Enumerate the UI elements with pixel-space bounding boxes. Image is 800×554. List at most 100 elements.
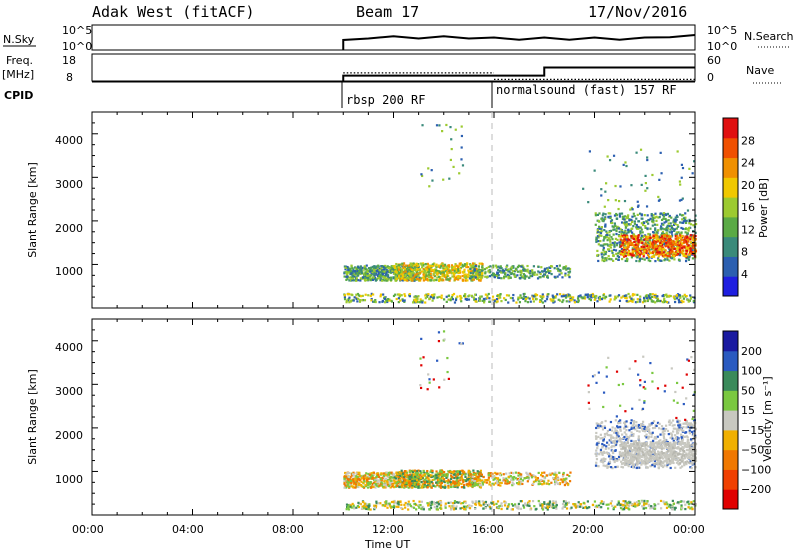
- power-echo-cell: [663, 232, 666, 236]
- velocity-echo-cell: [354, 477, 357, 480]
- velocity-echo-cell: [481, 500, 484, 503]
- power-echo-cell: [598, 234, 601, 237]
- power-echo-cell: [353, 273, 357, 276]
- power-echo-cell: [370, 269, 374, 272]
- power-echo-cell: [489, 265, 492, 268]
- power-echo-cell: [673, 223, 676, 227]
- velocity-echo-cell: [599, 451, 602, 454]
- power-echo-cell: [538, 271, 541, 274]
- power-echo-cell: [467, 269, 470, 272]
- velocity-echo-cell: [500, 502, 503, 505]
- power-echo-cell: [386, 273, 389, 276]
- power-echo-cell: [624, 215, 627, 218]
- velocity-echo-cell: [498, 478, 501, 481]
- velocity-echo-cell: [450, 501, 453, 504]
- velocity-echo-cell: [579, 503, 583, 506]
- velocity-echo-cell: [344, 484, 347, 487]
- velocity-echo-cell: [347, 475, 351, 479]
- velocity-echo-cell: [638, 440, 641, 443]
- power-echo-cell: [357, 266, 360, 269]
- power-echo-cell: [430, 293, 434, 297]
- power-echo-cell: [684, 216, 687, 219]
- power-echo-cell: [649, 246, 652, 249]
- velocity-echo-cell: [411, 484, 414, 488]
- power-echo-cell: [369, 270, 372, 273]
- power-echo-cell: [664, 234, 667, 237]
- power-echo-cell: [379, 295, 382, 298]
- power-echo-cell: [657, 199, 661, 202]
- power-echo-cell: [621, 257, 624, 261]
- power-echo-cell: [657, 195, 660, 199]
- velocity-echo-cell: [476, 478, 480, 481]
- power-echo-cell: [478, 273, 481, 276]
- power-echo-cell: [568, 271, 571, 274]
- power-echo-cell: [638, 255, 641, 258]
- power-echo-cell: [659, 151, 662, 154]
- velocity-echo-cell: [492, 503, 496, 506]
- power-echo-cell: [604, 216, 607, 219]
- power-echo-cell: [451, 294, 454, 297]
- power-echo-cell: [463, 263, 467, 266]
- velocity-echo-cell: [618, 451, 621, 454]
- power-echo-cell: [679, 221, 682, 224]
- power-echo-cell: [619, 240, 622, 243]
- power-echo-cell: [417, 295, 420, 298]
- power-echo-cell: [618, 212, 622, 215]
- velocity-echo-cell: [345, 508, 348, 511]
- power-echo-cell: [675, 214, 679, 217]
- power-echo-cell: [430, 265, 433, 269]
- velocity-echo-cell: [506, 480, 509, 483]
- power-echo-cell: [646, 247, 649, 250]
- power-echo-cell: [623, 251, 626, 254]
- power-echo-cell: [483, 299, 486, 302]
- velocity-echo-cell: [487, 503, 491, 506]
- velocity-echo-cell: [380, 472, 383, 475]
- power-echo-cell: [664, 249, 667, 252]
- velocity-echo-cell: [395, 471, 398, 474]
- power-echo-cell: [449, 297, 453, 300]
- power-echo-cell: [598, 227, 602, 230]
- power-echo-cell: [629, 243, 632, 247]
- power-echo-cell: [360, 270, 363, 273]
- velocity-echo-cell: [545, 506, 548, 509]
- power-echo-cell: [666, 256, 669, 260]
- velocity-echo-cell: [463, 508, 466, 511]
- power-echo-cell: [424, 262, 427, 266]
- velocity-echo-cell: [407, 486, 410, 489]
- power-echo-cell: [644, 174, 647, 177]
- power-echo-cell: [659, 238, 662, 241]
- velocity-echo-cell: [352, 478, 356, 481]
- power-echo-cell: [496, 271, 500, 275]
- power-echo-cell: [363, 265, 366, 268]
- power-echo-cell: [406, 267, 409, 271]
- power-echo-cell: [671, 250, 674, 253]
- velocity-echo-cell: [496, 500, 500, 503]
- power-echo-cell: [650, 299, 653, 302]
- power-echo-cell: [663, 228, 666, 231]
- power-echo-cell: [564, 265, 568, 268]
- velocity-echo-cell: [564, 477, 568, 480]
- power-echo-cell: [436, 273, 439, 276]
- velocity-echo-cell: [404, 501, 407, 505]
- velocity-echo-cell: [429, 504, 432, 507]
- velocity-echo-cell: [346, 481, 349, 484]
- power-echo-cell: [638, 252, 642, 255]
- power-echo-cell: [361, 294, 364, 297]
- power-echo-cell: [432, 268, 435, 272]
- velocity-echo-cell: [676, 419, 679, 422]
- power-echo-cell: [413, 296, 416, 299]
- velocity-echo-cell: [416, 472, 419, 475]
- velocity-echo-cell: [479, 472, 482, 475]
- velocity-echo-cell: [684, 443, 687, 446]
- velocity-echo-cell: [599, 502, 602, 505]
- power-echo-cell: [654, 227, 657, 230]
- velocity-echo-cell: [543, 501, 546, 504]
- velocity-echo-cell: [460, 475, 463, 479]
- velocity-echo-cell: [468, 481, 472, 485]
- velocity-echo-cell: [374, 486, 377, 489]
- power-echo-cell: [488, 300, 491, 303]
- velocity-echo-cell: [412, 474, 415, 477]
- velocity-echo-cell: [352, 485, 355, 489]
- velocity-echo-cell: [457, 480, 460, 483]
- velocity-echo-cell: [573, 504, 576, 507]
